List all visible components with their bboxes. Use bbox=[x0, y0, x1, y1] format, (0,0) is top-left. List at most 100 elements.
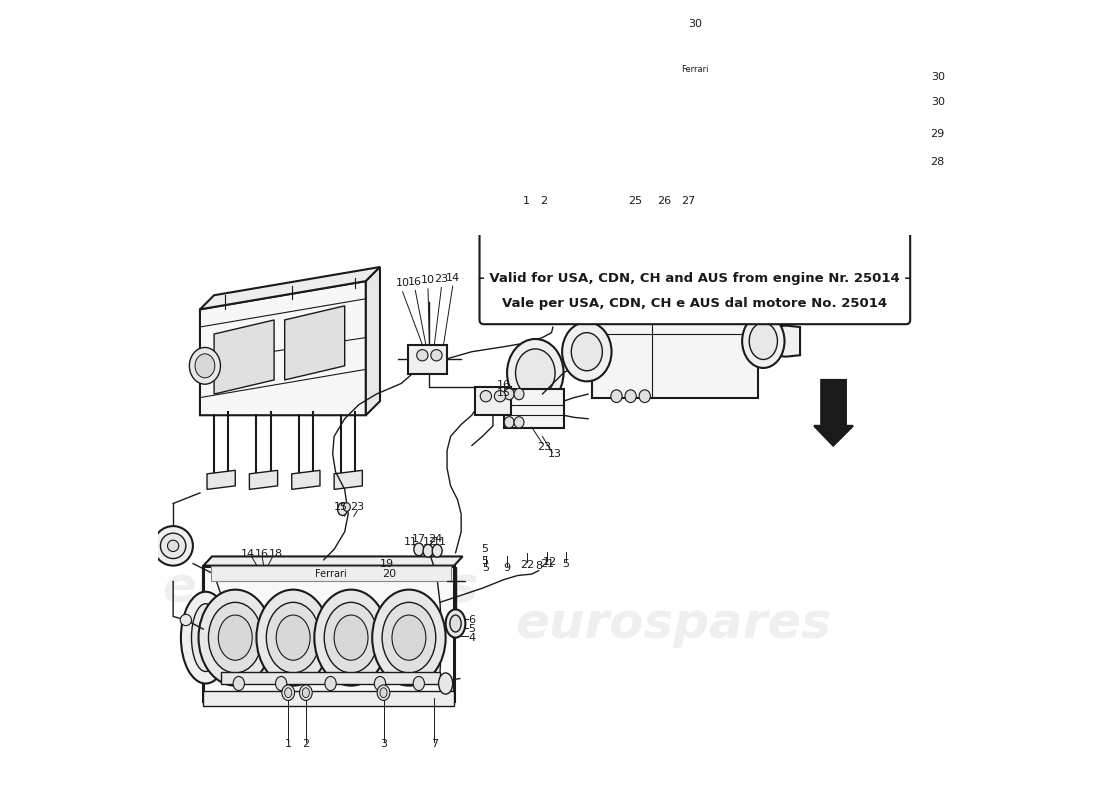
Text: 16: 16 bbox=[496, 380, 510, 390]
Text: – Valid for USA, CDN, CH and AUS from engine Nr. 25014 –: – Valid for USA, CDN, CH and AUS from en… bbox=[478, 272, 912, 285]
Ellipse shape bbox=[644, 88, 703, 166]
Text: Ferrari: Ferrari bbox=[681, 65, 708, 74]
Ellipse shape bbox=[495, 88, 554, 166]
Ellipse shape bbox=[218, 615, 252, 660]
FancyBboxPatch shape bbox=[480, 48, 910, 324]
Ellipse shape bbox=[632, 178, 639, 187]
Text: 5: 5 bbox=[481, 544, 488, 554]
Ellipse shape bbox=[562, 322, 612, 382]
Ellipse shape bbox=[153, 526, 192, 566]
Bar bbox=[408, 345, 447, 374]
Polygon shape bbox=[292, 470, 320, 490]
Ellipse shape bbox=[905, 95, 914, 108]
Ellipse shape bbox=[538, 176, 549, 190]
Text: 25: 25 bbox=[628, 196, 642, 206]
Text: Ferrari: Ferrari bbox=[315, 569, 346, 579]
Ellipse shape bbox=[660, 178, 668, 187]
Ellipse shape bbox=[514, 417, 524, 428]
Ellipse shape bbox=[690, 30, 702, 42]
Ellipse shape bbox=[900, 152, 912, 172]
Text: 24: 24 bbox=[428, 534, 442, 544]
Ellipse shape bbox=[481, 90, 520, 164]
Text: 18: 18 bbox=[268, 550, 283, 559]
Polygon shape bbox=[204, 557, 463, 566]
Ellipse shape bbox=[610, 390, 623, 402]
Ellipse shape bbox=[749, 322, 778, 359]
Polygon shape bbox=[200, 281, 366, 415]
Text: 7: 7 bbox=[431, 738, 438, 749]
Polygon shape bbox=[214, 320, 274, 394]
Ellipse shape bbox=[742, 314, 784, 368]
Text: 14: 14 bbox=[446, 273, 460, 282]
Ellipse shape bbox=[417, 350, 428, 361]
Ellipse shape bbox=[256, 590, 330, 686]
Ellipse shape bbox=[195, 354, 214, 378]
Text: 30: 30 bbox=[931, 97, 945, 107]
Ellipse shape bbox=[191, 604, 220, 671]
Bar bbox=[204, 690, 454, 706]
Text: 10: 10 bbox=[421, 275, 434, 286]
Ellipse shape bbox=[610, 110, 636, 144]
Text: 5: 5 bbox=[562, 558, 569, 569]
Ellipse shape bbox=[431, 350, 442, 361]
Ellipse shape bbox=[379, 688, 387, 698]
Ellipse shape bbox=[439, 673, 453, 694]
Bar bbox=[504, 389, 563, 428]
Ellipse shape bbox=[507, 339, 563, 406]
Ellipse shape bbox=[658, 176, 670, 190]
Ellipse shape bbox=[544, 88, 604, 166]
Text: 4: 4 bbox=[469, 633, 475, 642]
Ellipse shape bbox=[594, 88, 653, 166]
Polygon shape bbox=[334, 470, 362, 490]
Polygon shape bbox=[207, 470, 235, 490]
Ellipse shape bbox=[382, 602, 436, 673]
Text: 5: 5 bbox=[481, 556, 488, 566]
Text: 29: 29 bbox=[931, 129, 945, 138]
Ellipse shape bbox=[285, 688, 292, 698]
Text: 21: 21 bbox=[540, 558, 554, 569]
Text: 9: 9 bbox=[504, 563, 510, 574]
Bar bbox=[502, 63, 889, 76]
Ellipse shape bbox=[343, 502, 350, 511]
Ellipse shape bbox=[902, 92, 916, 112]
Ellipse shape bbox=[180, 592, 230, 683]
Ellipse shape bbox=[392, 615, 426, 660]
Ellipse shape bbox=[481, 390, 492, 402]
Polygon shape bbox=[250, 470, 277, 490]
Ellipse shape bbox=[446, 610, 465, 638]
Ellipse shape bbox=[338, 502, 348, 515]
Text: 3: 3 bbox=[379, 738, 387, 749]
Text: 6: 6 bbox=[469, 615, 475, 625]
Ellipse shape bbox=[901, 122, 917, 145]
Ellipse shape bbox=[299, 685, 312, 701]
Text: 23: 23 bbox=[350, 502, 364, 512]
Ellipse shape bbox=[266, 602, 320, 673]
Text: Vale per USA, CDN, CH e AUS dal motore No. 25014: Vale per USA, CDN, CH e AUS dal motore N… bbox=[503, 297, 888, 310]
Ellipse shape bbox=[490, 102, 512, 153]
Text: 15: 15 bbox=[496, 388, 510, 398]
Text: 1: 1 bbox=[522, 196, 529, 206]
Ellipse shape bbox=[902, 156, 910, 167]
Bar bbox=[512, 158, 878, 168]
Text: eurospares: eurospares bbox=[515, 599, 830, 647]
Ellipse shape bbox=[571, 333, 603, 370]
Text: 20: 20 bbox=[382, 569, 396, 579]
Ellipse shape bbox=[512, 110, 538, 144]
Bar bbox=[221, 671, 440, 684]
Text: 30: 30 bbox=[689, 19, 703, 29]
Ellipse shape bbox=[494, 390, 506, 402]
Ellipse shape bbox=[625, 390, 636, 402]
Text: 16: 16 bbox=[408, 277, 422, 287]
Ellipse shape bbox=[208, 602, 262, 673]
Ellipse shape bbox=[660, 110, 685, 144]
Ellipse shape bbox=[639, 390, 650, 402]
Ellipse shape bbox=[522, 178, 530, 187]
Ellipse shape bbox=[302, 688, 309, 698]
Ellipse shape bbox=[189, 347, 220, 384]
Text: 12: 12 bbox=[543, 557, 558, 567]
Ellipse shape bbox=[233, 677, 244, 690]
Text: 27: 27 bbox=[681, 196, 695, 206]
Bar bbox=[592, 263, 758, 398]
Text: 5: 5 bbox=[469, 624, 475, 634]
Ellipse shape bbox=[652, 99, 694, 155]
